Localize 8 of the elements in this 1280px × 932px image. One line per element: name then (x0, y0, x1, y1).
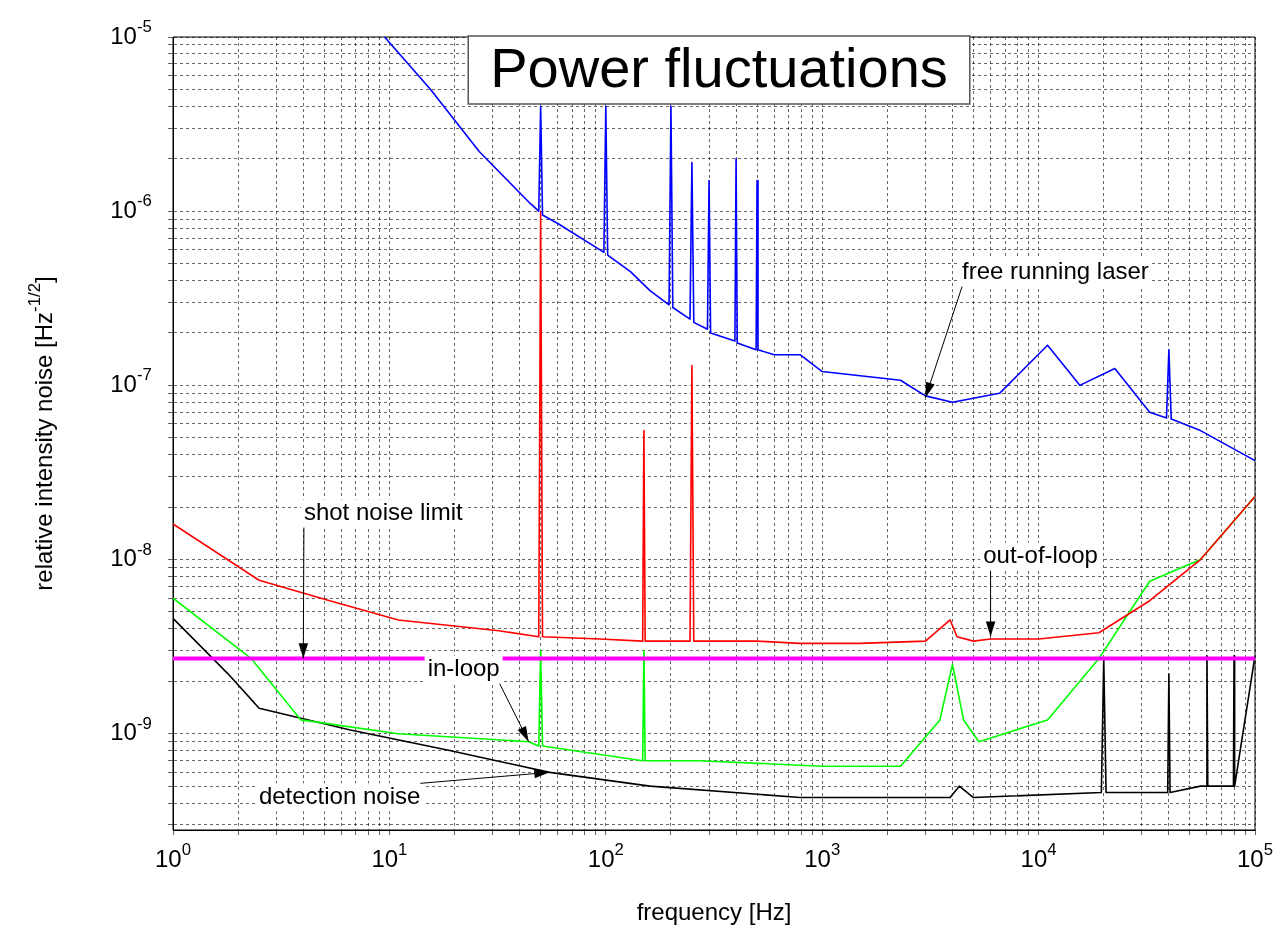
annotation: in-loop (427, 654, 500, 682)
annotation: free running laser (962, 257, 1149, 285)
x-axis-title: frequency [Hz] (636, 898, 792, 926)
annotation: detection noise (258, 781, 421, 809)
y-axis-title: relative intensity noise [Hz-1/2] (25, 276, 57, 591)
chart-title: Power fluctuations (490, 36, 948, 100)
annotation: out-of-loop (983, 541, 1098, 569)
annotation: shot noise limit (303, 498, 463, 526)
